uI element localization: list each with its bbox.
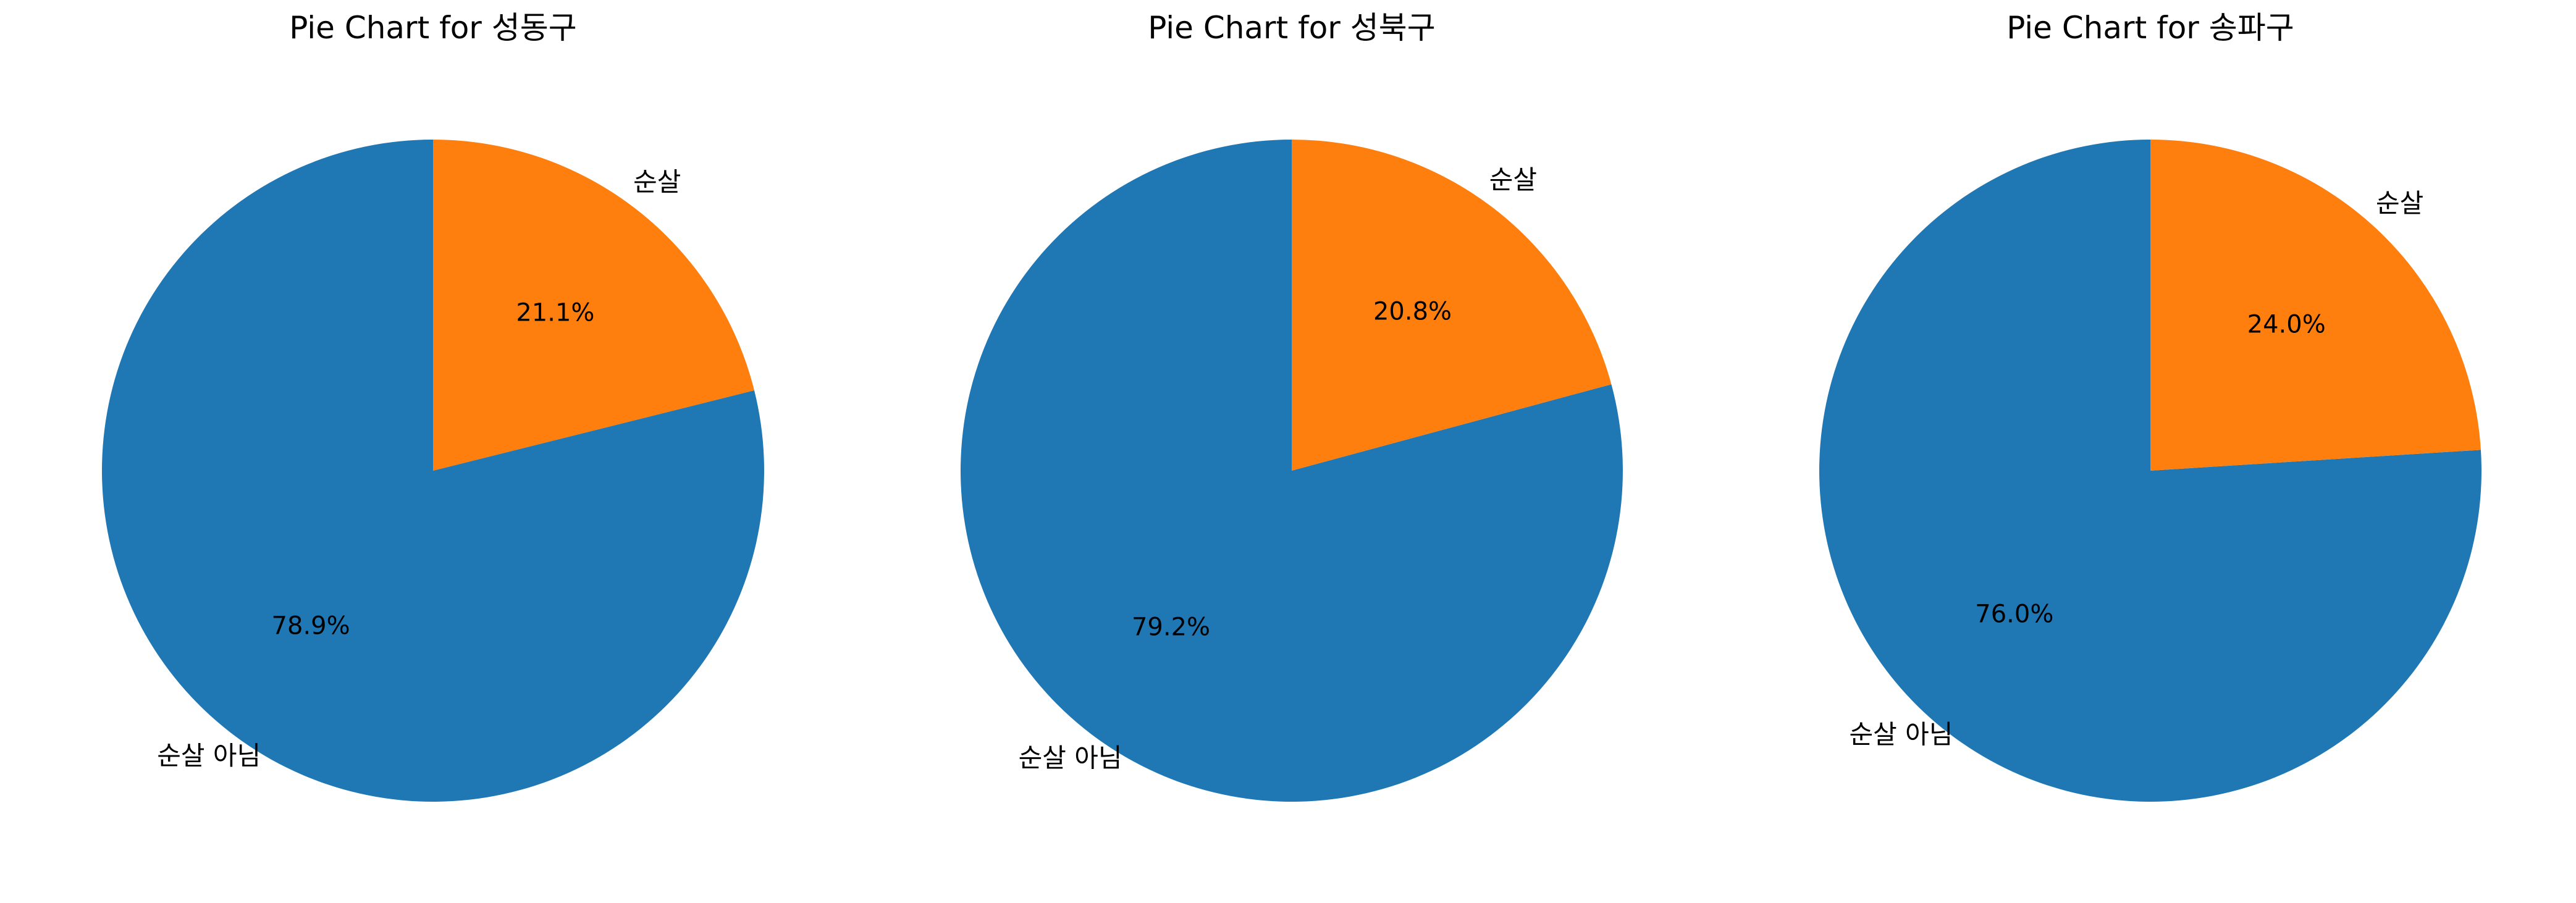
- pie-slice-not-boneless: [102, 140, 765, 802]
- pie-slice-boneless: [1292, 139, 1612, 471]
- slice-label-boneless: 순살: [633, 167, 681, 197]
- slice-percent-boneless: 21.1%: [516, 299, 594, 327]
- pie-slice-not-boneless: [960, 140, 1623, 802]
- chart-title: Pie Chart for 송파구: [2006, 10, 2294, 46]
- pie-slice-boneless: [2150, 140, 2481, 471]
- slice-label-boneless: 순살: [1489, 164, 1537, 195]
- chart-title: Pie Chart for 성북구: [1148, 10, 1436, 46]
- slice-percent-not-boneless: 79.2%: [1132, 613, 1210, 641]
- slice-percent-not-boneless: 76.0%: [1975, 600, 2053, 628]
- pie-slice-boneless: [433, 140, 754, 471]
- slice-percent-boneless: 24.0%: [2247, 311, 2326, 339]
- slice-label-not-boneless: 순살 아님: [157, 741, 261, 771]
- slice-label-not-boneless: 순살 아님: [1019, 743, 1122, 773]
- slice-percent-not-boneless: 78.9%: [272, 612, 350, 640]
- pie-chart-seongdong: Pie Chart for 성동구 순살 아님 순살 78.9% 21.1%: [102, 10, 765, 802]
- slice-label-not-boneless: 순살 아님: [1849, 719, 1953, 749]
- pie-chart-seongbuk: Pie Chart for 성북구 순살 아님 순살 79.2% 20.8%: [960, 10, 1623, 802]
- slice-label-boneless: 순살: [2376, 188, 2423, 219]
- chart-title: Pie Chart for 성동구: [289, 10, 577, 46]
- pie-chart-songpa: Pie Chart for 송파구 순살 아님 순살 76.0% 24.0%: [1819, 10, 2481, 802]
- slice-percent-boneless: 20.8%: [1373, 298, 1452, 326]
- pie-slice-not-boneless: [1819, 140, 2481, 802]
